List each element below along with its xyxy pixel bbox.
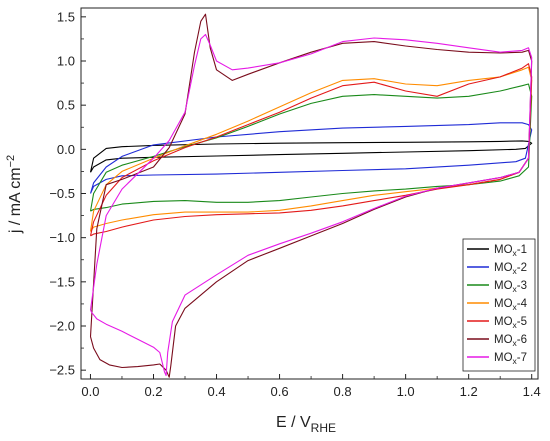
legend-box: [462, 238, 536, 372]
x-tick-label: 0.6: [271, 384, 289, 399]
x-tick-label: 0.0: [81, 384, 99, 399]
series-line-mox-7: [89, 33, 533, 377]
legend-label: MOx-6: [494, 334, 527, 348]
legend-label: MOx-1: [494, 244, 527, 258]
legend-label: MOx-4: [494, 298, 528, 312]
x-tick-label: 1.2: [460, 384, 478, 399]
x-tick-label: 1.0: [397, 384, 415, 399]
y-tick-label: −1.0: [49, 230, 75, 245]
x-tick-label: 0.4: [207, 384, 225, 399]
y-tick-label: 1.5: [57, 9, 75, 24]
x-axis-title: E / VRHE: [276, 414, 336, 435]
legend-label: MOx-3: [494, 280, 527, 294]
y-axis: −2.5 −2.0 −1.5 −1.0 −0.5 0.0 0.5 1.0 1.5: [49, 9, 86, 378]
x-axis: 0.0 0.2 0.4 0.6 0.8 1.0 1.2 1.4: [81, 374, 541, 399]
y-tick-label: −2.0: [49, 319, 75, 334]
plot-area: [89, 13, 533, 378]
y-tick-label: 1.0: [57, 54, 75, 69]
x-tick-label: 1.4: [523, 384, 541, 399]
y-tick-label: 0.0: [57, 142, 75, 157]
y-tick-label: 0.5: [57, 98, 75, 113]
x-tick-label: 0.2: [144, 384, 162, 399]
series-line-mox-3: [89, 83, 533, 212]
y-tick-label: −2.5: [49, 363, 75, 378]
legend: MOx-1 MOx-2 MOx-3 MOx-4 MOx-5 MOx-6 MOx-7: [462, 238, 536, 372]
y-tick-label: −1.5: [49, 274, 75, 289]
legend-label: MOx-5: [494, 316, 527, 330]
legend-label: MOx-7: [494, 352, 527, 366]
y-axis-title: j / mA cm−2: [5, 155, 24, 234]
legend-label: MOx-2: [494, 262, 527, 276]
y-tick-label: −0.5: [49, 186, 75, 201]
x-tick-label: 0.8: [334, 384, 352, 399]
